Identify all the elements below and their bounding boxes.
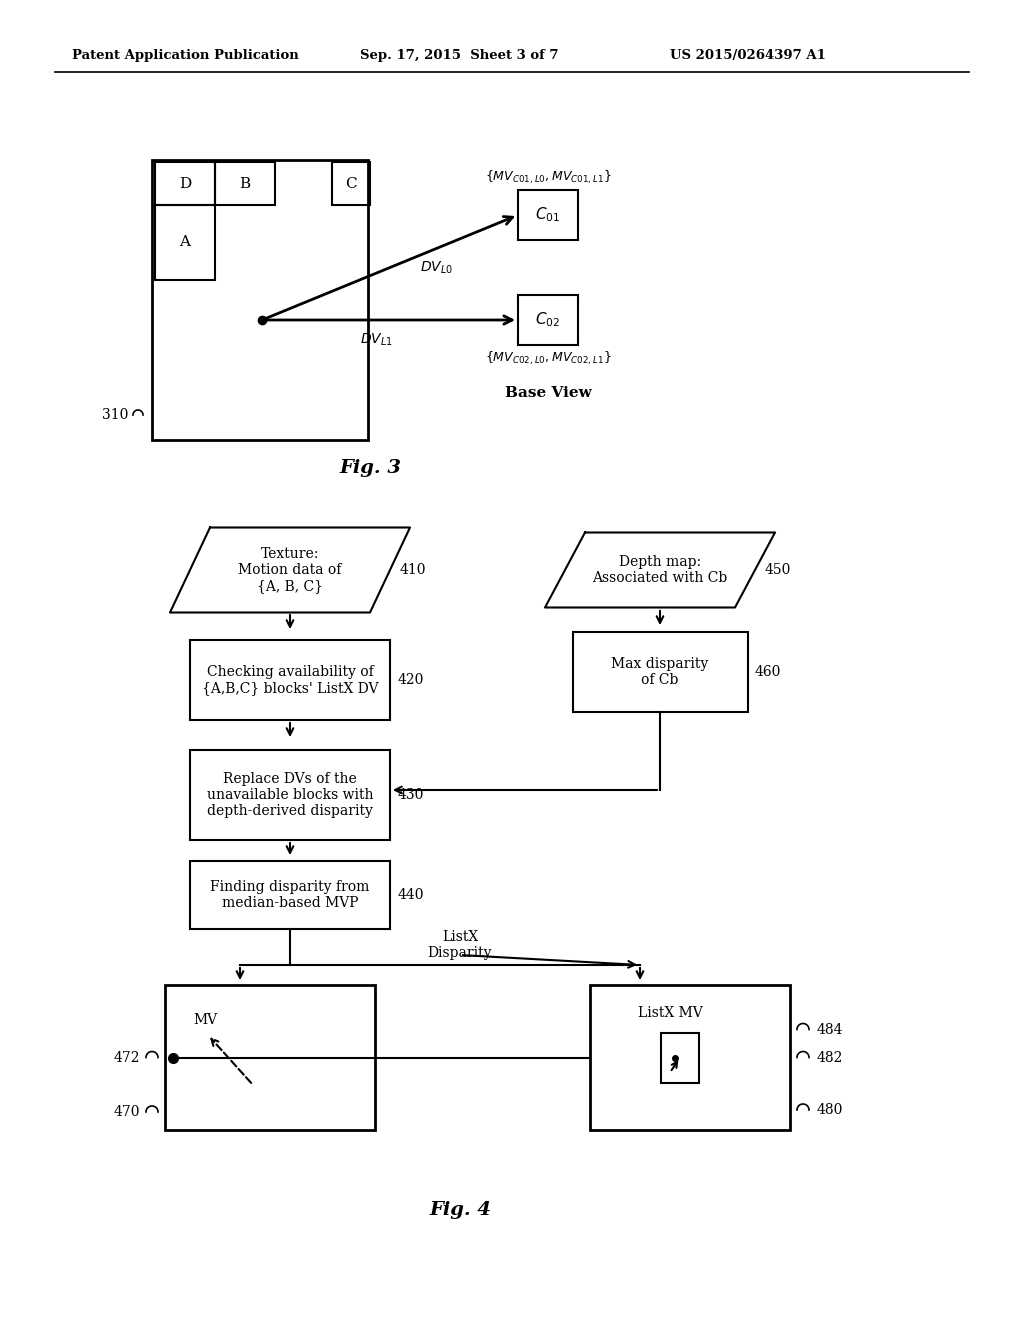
Text: 484: 484 — [817, 1023, 844, 1036]
Text: Replace DVs of the
unavailable blocks with
depth-derived disparity: Replace DVs of the unavailable blocks wi… — [207, 772, 374, 818]
Text: D: D — [179, 177, 191, 190]
Bar — [190, 861, 390, 929]
Text: 472: 472 — [114, 1051, 140, 1064]
Text: $\{MV_{C01,L0}, MV_{C01,L1}\}$: $\{MV_{C01,L0}, MV_{C01,L1}\}$ — [484, 168, 611, 186]
Bar — [215, 162, 275, 205]
Text: $C_{02}$: $C_{02}$ — [536, 310, 560, 330]
Text: Texture:
Motion data of
{A, B, C}: Texture: Motion data of {A, B, C} — [239, 546, 342, 593]
Text: US 2015/0264397 A1: US 2015/0264397 A1 — [670, 49, 826, 62]
Bar — [152, 160, 368, 440]
Text: 440: 440 — [398, 888, 425, 902]
Text: Sep. 17, 2015  Sheet 3 of 7: Sep. 17, 2015 Sheet 3 of 7 — [360, 49, 558, 62]
Text: MV: MV — [193, 1012, 217, 1027]
Text: 420: 420 — [398, 673, 424, 686]
Text: Fig. 3: Fig. 3 — [339, 459, 401, 477]
Text: $C_{01}$: $C_{01}$ — [536, 206, 560, 224]
Polygon shape — [170, 528, 410, 612]
Text: Base View: Base View — [505, 385, 592, 400]
Text: 430: 430 — [398, 788, 424, 803]
Text: 460: 460 — [755, 665, 781, 678]
Bar — [190, 750, 390, 840]
Bar — [662, 1032, 699, 1082]
Text: Fig. 4: Fig. 4 — [429, 1201, 490, 1218]
Bar — [155, 162, 215, 205]
Text: 450: 450 — [765, 564, 792, 577]
Bar — [590, 985, 790, 1130]
Bar — [572, 632, 748, 711]
Text: ListX MV: ListX MV — [638, 1006, 702, 1020]
Text: $DV_{L1}$: $DV_{L1}$ — [360, 331, 393, 348]
Bar — [155, 205, 215, 280]
Bar — [518, 294, 578, 345]
Text: B: B — [240, 177, 251, 190]
Bar — [165, 985, 375, 1130]
Text: C: C — [345, 177, 356, 190]
Text: $DV_{L0}$: $DV_{L0}$ — [420, 260, 453, 276]
Text: Patent Application Publication: Patent Application Publication — [72, 49, 299, 62]
Text: Depth map:
Associated with Cb: Depth map: Associated with Cb — [592, 554, 728, 585]
Text: 480: 480 — [817, 1104, 844, 1117]
Bar — [190, 640, 390, 719]
Text: Max disparity
of Cb: Max disparity of Cb — [611, 657, 709, 688]
Text: 482: 482 — [817, 1051, 844, 1064]
Text: 410: 410 — [400, 564, 427, 577]
Polygon shape — [545, 532, 775, 607]
Bar — [518, 190, 578, 240]
Text: 470: 470 — [114, 1105, 140, 1119]
Text: 310: 310 — [101, 408, 128, 422]
Text: Checking availability of
{A,B,C} blocks' ListX DV: Checking availability of {A,B,C} blocks'… — [202, 665, 378, 696]
Bar — [332, 162, 370, 205]
Text: A: A — [179, 235, 190, 249]
Text: ListX
Disparity: ListX Disparity — [428, 929, 493, 960]
Text: $\{MV_{C02,L0}, MV_{C02,L1}\}$: $\{MV_{C02,L0}, MV_{C02,L1}\}$ — [484, 350, 611, 367]
Text: Finding disparity from
median-based MVP: Finding disparity from median-based MVP — [210, 880, 370, 909]
